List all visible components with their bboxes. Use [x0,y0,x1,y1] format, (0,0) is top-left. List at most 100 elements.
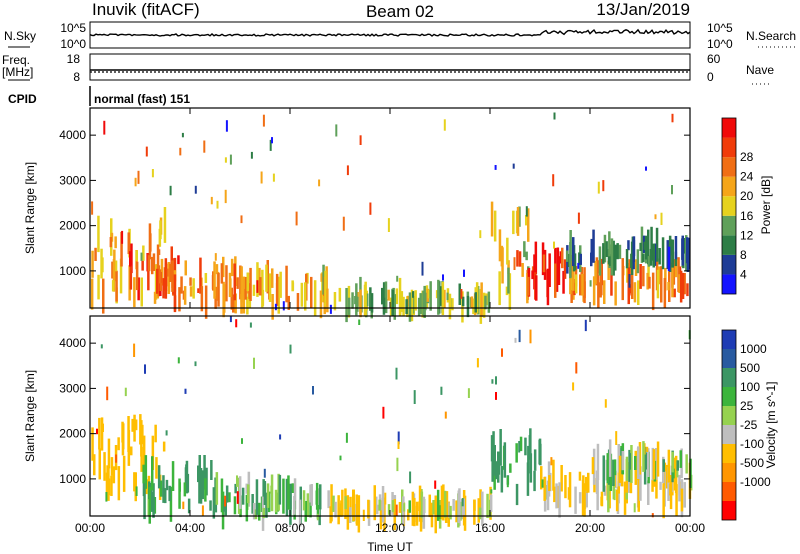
power-echo-cell [451,298,454,311]
power-echo-cell [275,273,279,306]
freq-unit-label: [MHz] [2,65,33,79]
power-echo-cell [646,272,649,290]
power-echo-cell [602,180,605,192]
velocity-echo-cell [612,459,615,486]
power-echo-cell [552,174,555,187]
power-echo-cell [387,289,390,301]
power-echo-cell [579,274,582,296]
power-echo-cell [531,270,534,280]
power-echo-cell [189,286,193,297]
power-echo-cell [671,266,674,298]
power-echo-cell [160,258,164,286]
power-echo-cell [577,262,580,269]
power-echo-cell [152,253,156,271]
power-echo-cell [671,239,674,268]
power-echo-cell [212,271,215,291]
power-echo-cell [636,249,640,274]
velocity-echo-cell [541,479,544,488]
velocity-colorbar-swatch [722,330,736,349]
velocity-echo-cell [144,455,148,489]
velocity-echo-cell [578,492,582,504]
power-echo-cell [395,288,399,305]
velocity-echo-cell [411,491,415,526]
velocity-echo-cell [678,474,681,502]
velocity-echo-cell [617,444,620,473]
power-echo-cell [355,283,358,316]
power-echo-cell [166,268,169,277]
velocity-echo-cell [133,414,136,442]
velocity-echo-cell [224,495,227,507]
velocity-echo-cell [600,496,603,506]
velocity-echo-cell [282,478,285,514]
power-echo-cell [204,285,208,319]
velocity-echo-cell [278,474,282,505]
velocity-echo-cell [263,468,266,478]
velocity-echo-cell [506,476,509,488]
power-echo-cell [141,260,144,271]
power-echo-cell [140,252,143,261]
power-echo-cell [651,272,655,311]
power-echo-cell [230,287,233,310]
velocity-echo-cell [376,504,379,515]
velocity-echo-cell [593,478,596,493]
velocity-echo-cell [153,497,157,514]
velocity-echo-cell [201,505,204,516]
power-echo-cell [559,251,563,264]
nsky-label: N.Sky [4,29,36,43]
power-echo-cell [493,210,497,242]
velocity-echo-cell [575,362,578,374]
velocity-echo-cell [215,472,219,505]
power-colorbar-tick: 8 [740,248,747,262]
power-echo-cell [671,113,674,123]
velocity-echo-layer [91,316,693,534]
velocity-echo-cell [491,379,494,384]
velocity-echo-cell [671,451,674,473]
velocity-echo-cell [117,466,121,501]
velocity-echo-cell [382,406,385,419]
power-echo-cell [121,230,124,244]
power-echo-cell [643,241,646,250]
power-echo-cell [421,261,424,276]
velocity-echo-cell [637,446,640,479]
velocity-echo-cell [643,454,646,472]
power-echo-cell [443,289,446,308]
power-echo-cell [250,151,253,159]
power-colorbar-swatch [722,118,736,138]
power-echo-cell [553,112,556,120]
velocity-echo-cell [652,449,656,480]
power-echo-cell [271,137,273,144]
power-echo-cell [589,280,592,287]
power-echo-cell [590,252,593,267]
power-echo-cell [652,243,655,268]
power-echo-cell [181,132,184,138]
velocity-echo-cell [357,495,361,533]
velocity-echo-cell [591,457,595,475]
velocity-echo-cell [105,472,109,500]
velocity-echo-cell [159,480,163,497]
power-echo-cell [482,292,486,318]
velocity-echo-cell [680,488,684,512]
velocity-echo-cell [381,486,385,523]
nsearch-tick-top: 10^5 [707,21,733,35]
nsky-tick-bottom: 10^0 [60,37,86,51]
power-echo-layer [90,112,690,324]
velocity-echo-cell [270,474,274,512]
velocity-colorbar-tick: 1000 [740,342,767,356]
velocity-echo-cell [251,494,254,514]
power-echo-cell [581,273,584,296]
power-echo-cell [527,276,530,296]
velocity-echo-cell [538,438,542,457]
velocity-echo-cell [238,476,242,509]
velocity-echo-cell [654,448,658,480]
velocity-echo-cell [489,494,493,512]
velocity-echo-cell [607,481,610,513]
velocity-echo-cell [233,496,237,515]
power-echo-cell [590,238,593,255]
power-echo-cell [650,226,653,261]
velocity-echo-cell [515,483,519,506]
velocity-echo-cell [568,472,572,508]
power-echo-cell [470,296,474,309]
velocity-echo-cell [413,390,416,404]
power-echo-cell [236,277,239,289]
power-echo-cell [625,249,629,269]
